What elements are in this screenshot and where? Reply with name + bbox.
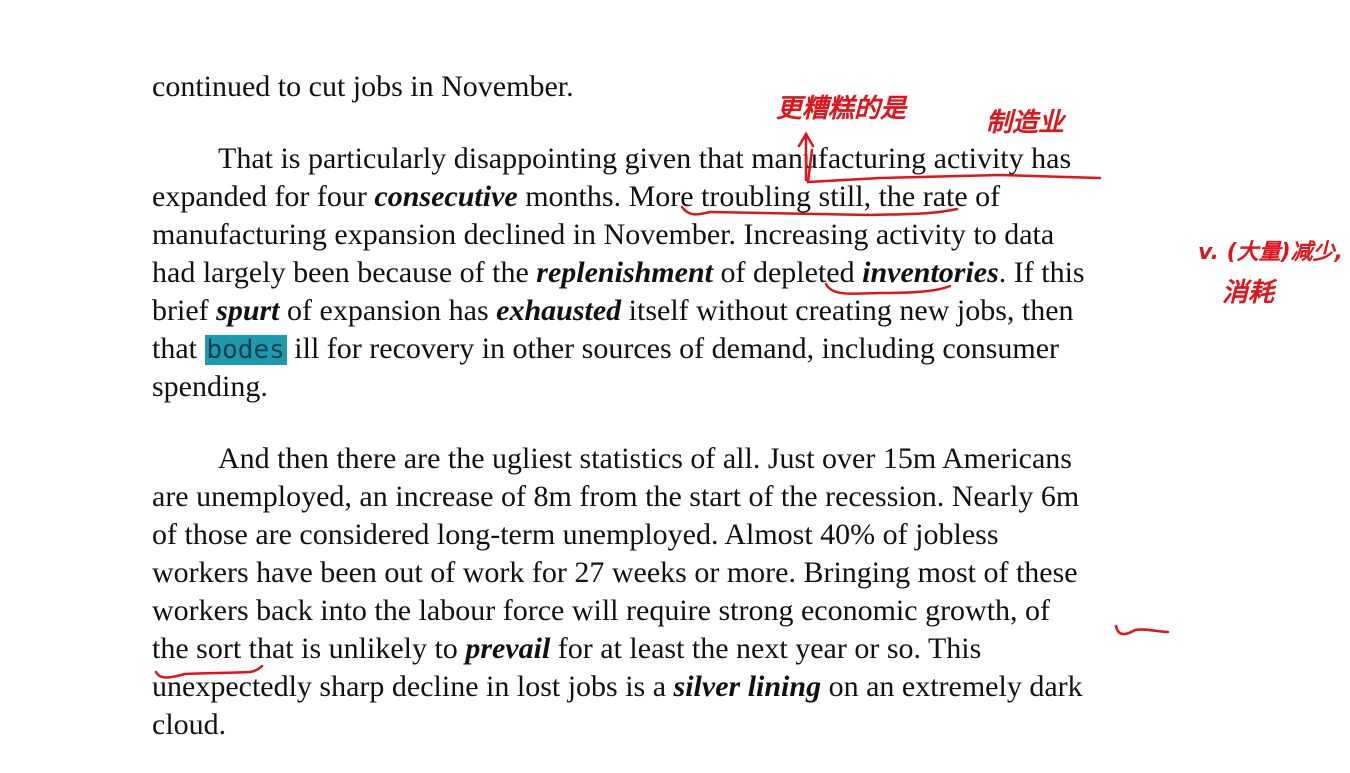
text-line: that bodes ill for recovery in other sou… [152, 330, 1059, 369]
text-line: And then there are the ugliest statistic… [218, 440, 1072, 478]
highlighted-word[interactable]: bodes [204, 335, 287, 365]
vocab-word: exhausted [496, 294, 622, 327]
text-segment: . If this [998, 256, 1085, 289]
underlined-phrase: More troubling still, [628, 180, 872, 213]
text-segment: manufacturing expansion declined in Nove… [152, 218, 1055, 251]
vocab-word: consecutive [374, 180, 518, 213]
text-line: workers back into the labour force will … [152, 592, 1050, 630]
text-segment: the rate of [871, 180, 1001, 213]
text-segment: unexpectedly sharp decline in lost jobs … [152, 670, 674, 703]
text-segment: spending. [152, 370, 268, 403]
text-segment: expanded for four [152, 180, 375, 213]
text-line: That is particularly disappointing given… [218, 140, 1071, 178]
underlined-phrase: the sort [152, 632, 242, 665]
annotation-manufacturing: 制造业 [986, 108, 1065, 138]
annotation-depleted-line2: 消耗 [1222, 278, 1275, 308]
text-segment: months. [517, 180, 629, 213]
text-segment: That is particularly disappointing given… [218, 142, 752, 175]
text-segment: of those are considered long-term unempl… [152, 518, 999, 551]
text-segment: that is unlikely to [241, 632, 466, 665]
text-segment: workers back into the labour force will … [152, 594, 1051, 627]
text-segment: for at least the next year or so. This [550, 632, 982, 665]
vocab-word: spurt [216, 294, 280, 327]
text-segment: ill for recovery in other sources of dem… [286, 332, 1060, 365]
text-line: cloud. [152, 706, 226, 744]
underlined-word: depleted [752, 256, 855, 289]
text-line: workers have been out of work for 27 wee… [152, 554, 1078, 592]
text-segment: workers have been out of work for 27 wee… [152, 556, 1078, 589]
text-line: the sort that is unlikely to prevail for… [152, 630, 981, 668]
text-line: are unemployed, an increase of 8m from t… [152, 478, 1079, 516]
text-segment: of expansion has [279, 294, 497, 327]
text-line: spending. [152, 368, 268, 406]
text-line: unexpectedly sharp decline in lost jobs … [152, 668, 1083, 706]
text-line: continued to cut jobs in November. [152, 68, 574, 106]
text-segment [855, 256, 863, 289]
text-segment: And then there are the ugliest statistic… [218, 442, 1072, 475]
text-line: brief spurt of expansion has exhausted i… [152, 292, 1074, 330]
vocab-word: silver lining [673, 670, 822, 703]
text-line: manufacturing expansion declined in Nove… [152, 216, 1054, 254]
text-segment: cloud. [152, 708, 227, 741]
text-segment: of [712, 256, 753, 289]
vocab-word: inventories [862, 256, 999, 289]
vocab-word: prevail [465, 632, 551, 665]
text-segment: that [152, 332, 205, 365]
text-line: of those are considered long-term unempl… [152, 516, 999, 554]
text-segment: brief [152, 294, 217, 327]
underlined-phrase: manufacturing activity [751, 142, 1024, 175]
text-segment: on an extremely dark [821, 670, 1083, 703]
text-segment: has [1023, 142, 1072, 175]
text-segment: had largely been because of the [152, 256, 537, 289]
annotation-depleted-line1: v. (大量)减少, [1198, 240, 1344, 265]
text-segment: continued to cut jobs in November. [152, 70, 574, 103]
annotation-more-troubling: 更糟糕的是 [776, 94, 907, 124]
text-line: had largely been because of the replenis… [152, 254, 1085, 292]
text-segment: are unemployed, an increase of 8m from t… [152, 480, 1080, 513]
text-segment: itself without creating new jobs, then [621, 294, 1074, 327]
text-line: expanded for four consecutive months. Mo… [152, 178, 1000, 216]
ink-underline-of [1114, 624, 1170, 636]
vocab-word: replenishment [536, 256, 713, 289]
